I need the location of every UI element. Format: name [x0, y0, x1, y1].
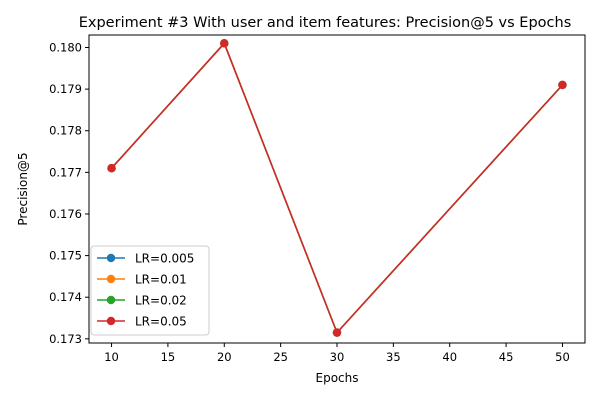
- x-tick-label: 40: [442, 350, 457, 364]
- y-axis-label: Precision@5: [16, 152, 30, 225]
- y-tick-label: 0.174: [49, 290, 82, 304]
- legend-label: LR=0.05: [135, 315, 187, 329]
- legend: LR=0.005 LR=0.01 LR=0.02 LR=0.05: [90, 245, 210, 336]
- y-tick-label: 0.179: [49, 82, 82, 96]
- plot-area: [107, 39, 567, 337]
- y-tick-label: 0.176: [49, 207, 82, 221]
- y-tick-label: 0.175: [49, 249, 82, 263]
- y-tick-label: 0.177: [49, 165, 82, 179]
- legend-marker: [106, 274, 116, 284]
- data-point: [558, 80, 567, 90]
- data-point: [332, 328, 342, 337]
- series-line: [110, 41, 564, 334]
- y-tick-label: 0.178: [49, 124, 82, 138]
- y-tick-label: 0.173: [49, 332, 82, 346]
- legend-label: LR=0.005: [135, 252, 194, 266]
- data-point: [220, 39, 229, 48]
- x-tick-label: 35: [386, 350, 401, 364]
- legend-label: LR=0.02: [135, 294, 187, 308]
- x-tick-label: 25: [273, 350, 288, 364]
- chart-title: Experiment #3 With user and item feature…: [79, 15, 572, 31]
- x-tick-label: 20: [217, 350, 232, 364]
- x-tick-label: 30: [330, 350, 345, 364]
- x-tick-label: 10: [104, 350, 119, 364]
- legend-marker: [106, 253, 116, 263]
- legend-label: LR=0.01: [135, 273, 187, 287]
- legend-box: [90, 245, 210, 336]
- x-axis: 10 15 20 25 30 35 40 45 50: [104, 343, 570, 364]
- legend-marker: [106, 316, 116, 326]
- x-tick-label: 15: [161, 350, 176, 364]
- x-tick-label: 45: [499, 350, 514, 364]
- y-axis: 0.173 0.174 0.175 0.176 0.177 0.178 0.179 0.180: [49, 40, 89, 346]
- legend-marker: [106, 295, 116, 305]
- y-tick-label: 0.180: [49, 40, 82, 54]
- x-axis-label: Epochs: [316, 371, 359, 385]
- x-tick-label: 50: [555, 350, 570, 364]
- data-point: [107, 163, 116, 173]
